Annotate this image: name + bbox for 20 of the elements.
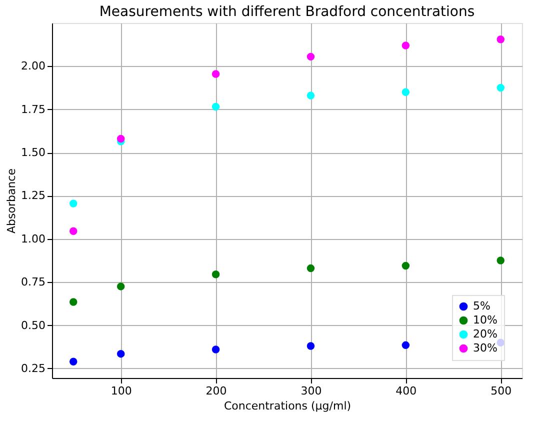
- x-tick-label: 400: [396, 384, 417, 398]
- y-tick-label: 1.50: [21, 146, 46, 160]
- x-tick-label: 300: [300, 384, 322, 398]
- x-axis-title: Concentrations (µg/ml): [224, 400, 352, 412]
- y-tick-label: 1.75: [21, 102, 46, 116]
- x-tick-label: 100: [110, 384, 132, 398]
- y-tick-label: 0.75: [21, 276, 46, 289]
- y-tick-label: 1.25: [21, 189, 46, 202]
- x-tick-label: 200: [206, 384, 227, 398]
- chart-title: Measurements with different Bradford concentrations: [99, 4, 475, 20]
- legend-label: 30%: [473, 342, 498, 354]
- y-tick-label: 2.00: [21, 60, 46, 73]
- y-tick-label: 0.25: [21, 362, 46, 375]
- x-tick-label: 500: [490, 384, 512, 398]
- y-axis-title: Absorbance: [5, 168, 18, 234]
- y-tick-label: 0.50: [21, 318, 46, 332]
- y-tick-label: 1.00: [21, 232, 46, 246]
- legend-label: 5%: [473, 300, 490, 312]
- legend-label: 10%: [473, 314, 498, 326]
- legend-label: 20%: [473, 328, 498, 340]
